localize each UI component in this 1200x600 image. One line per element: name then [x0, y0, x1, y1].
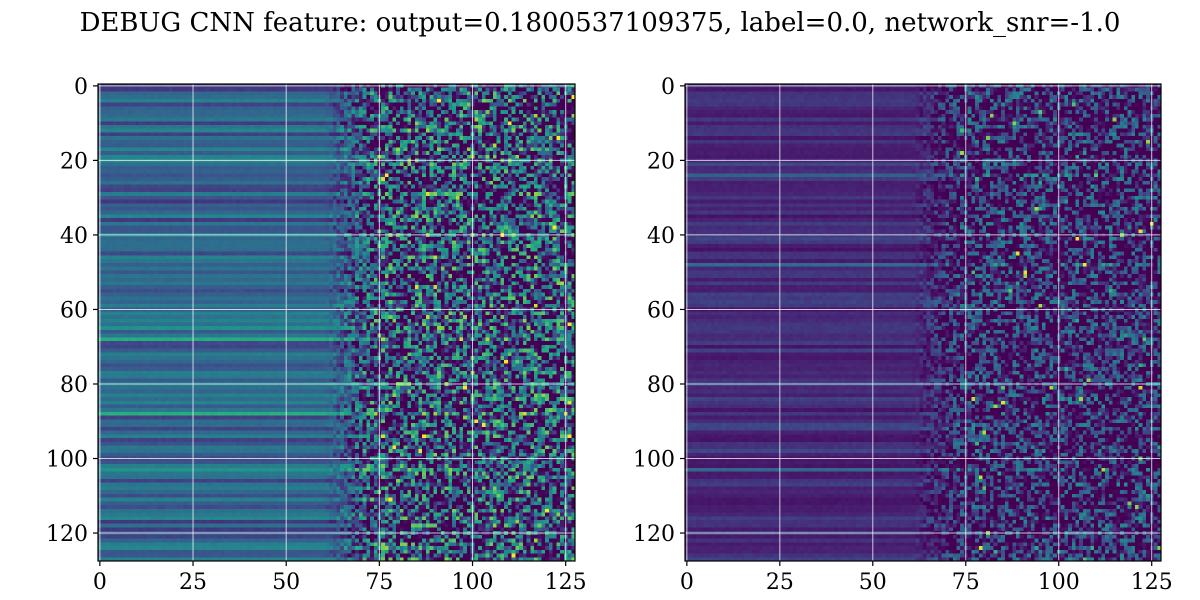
- y-tick-label: 80: [60, 373, 88, 398]
- axes-frame: [97, 83, 576, 562]
- x-tick-label: 125: [1131, 570, 1173, 595]
- y-tick-label: 100: [46, 448, 88, 473]
- x-tick-label: 75: [952, 570, 980, 595]
- x-tick-label: 0: [680, 570, 694, 595]
- figure-title: DEBUG CNN feature: output=0.180053710937…: [79, 8, 1121, 38]
- axes-frame: [684, 83, 1162, 562]
- x-tick-label: 0: [93, 570, 107, 595]
- x-tick-label: 25: [766, 570, 794, 595]
- x-tick-label: 50: [859, 570, 887, 595]
- x-tick-label: 100: [452, 570, 494, 595]
- y-tick-label: 60: [60, 298, 88, 323]
- heatmap-cells: [685, 84, 1161, 561]
- y-tick-label: 40: [647, 224, 675, 249]
- x-tick-label: 75: [365, 570, 393, 595]
- x-tick-label: 125: [545, 570, 587, 595]
- x-tick-label: 100: [1038, 570, 1080, 595]
- y-tick-label: 0: [661, 75, 675, 100]
- y-tick-label: 20: [60, 149, 88, 174]
- heatmap-panel-right: 0 25 50 75 100 125 0 20 40 60 80 100 120: [633, 75, 1173, 595]
- y-tick-label: 120: [46, 522, 88, 547]
- y-tick-label: 0: [74, 75, 88, 100]
- x-tick-label: 25: [179, 570, 207, 595]
- y-tick-label: 120: [633, 522, 675, 547]
- y-tick-label: 20: [647, 149, 675, 174]
- x-tick-label: 50: [272, 570, 300, 595]
- heatmap-cells: [98, 84, 575, 561]
- y-tick-label: 100: [633, 448, 675, 473]
- y-tick-label: 40: [60, 224, 88, 249]
- heatmap-panel-left: 0 25 50 75 100 125 0 20 40 60 80 100 120: [46, 75, 587, 595]
- y-tick-label: 60: [647, 298, 675, 323]
- y-tick-label: 80: [647, 373, 675, 398]
